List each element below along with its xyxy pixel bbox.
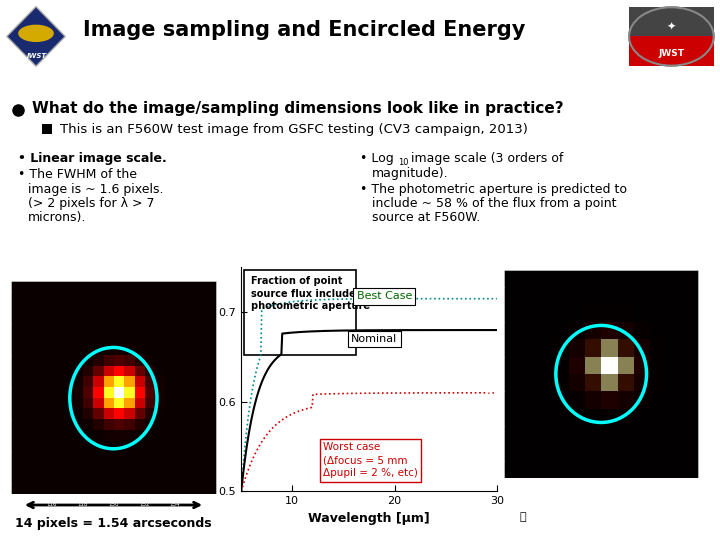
Text: What do the image/sampling dimensions look like in practice?: What do the image/sampling dimensions lo… — [32, 100, 564, 116]
Text: Telescope / Center: Telescope / Center — [585, 522, 649, 528]
Polygon shape — [7, 6, 66, 66]
Text: James Webb Space: James Webb Space — [585, 508, 651, 514]
Bar — [42, 124, 52, 134]
Text: image is ~ 1.6 pixels.: image is ~ 1.6 pixels. — [28, 183, 163, 196]
Text: 🔭: 🔭 — [520, 512, 526, 522]
Text: This is an F560W test image from GSFC testing (CV3 campaign, 2013): This is an F560W test image from GSFC te… — [60, 123, 528, 136]
Polygon shape — [629, 36, 714, 66]
Text: image scale (3 orders of: image scale (3 orders of — [407, 152, 563, 165]
Text: JWST: JWST — [26, 53, 46, 59]
Text: magnitude).: magnitude). — [372, 167, 449, 180]
Text: Best Case: Best Case — [356, 292, 412, 301]
Text: (> 2 pixels for λ > 7: (> 2 pixels for λ > 7 — [28, 197, 155, 210]
Text: include ~ 58 % of the flux from a point: include ~ 58 % of the flux from a point — [372, 197, 616, 210]
Text: • The photometric aperture is predicted to: • The photometric aperture is predicted … — [360, 183, 627, 196]
Text: Worst case
(Δfocus = 5 mm
Δpupil = 2 %, etc): Worst case (Δfocus = 5 mm Δpupil = 2 %, … — [323, 442, 418, 478]
Polygon shape — [629, 6, 714, 36]
Text: 14 pixels = 1.54 arcseconds: 14 pixels = 1.54 arcseconds — [14, 517, 211, 530]
Text: source at F560W.: source at F560W. — [372, 211, 480, 224]
X-axis label: Pix.: Pix. — [107, 510, 120, 516]
FancyBboxPatch shape — [244, 269, 356, 355]
Text: microns).: microns). — [28, 211, 86, 224]
X-axis label: p.: p. — [598, 492, 604, 497]
Text: Fraction of point
source flux included in
photometric aperture: Fraction of point source flux included i… — [251, 276, 377, 311]
Text: JWST: JWST — [658, 49, 685, 58]
Text: • The FWHM of the: • The FWHM of the — [18, 168, 137, 181]
Text: Image sampling and Encircled Energy: Image sampling and Encircled Energy — [83, 20, 526, 40]
Ellipse shape — [18, 25, 54, 42]
Text: • Log: • Log — [360, 152, 394, 165]
Text: 10: 10 — [398, 158, 408, 167]
Circle shape — [629, 7, 714, 66]
Text: • Linear image scale.: • Linear image scale. — [18, 152, 167, 165]
Text: ✦: ✦ — [667, 22, 676, 32]
Text: Nominal: Nominal — [351, 334, 397, 344]
X-axis label: Wavelength [μm]: Wavelength [μm] — [308, 512, 430, 525]
